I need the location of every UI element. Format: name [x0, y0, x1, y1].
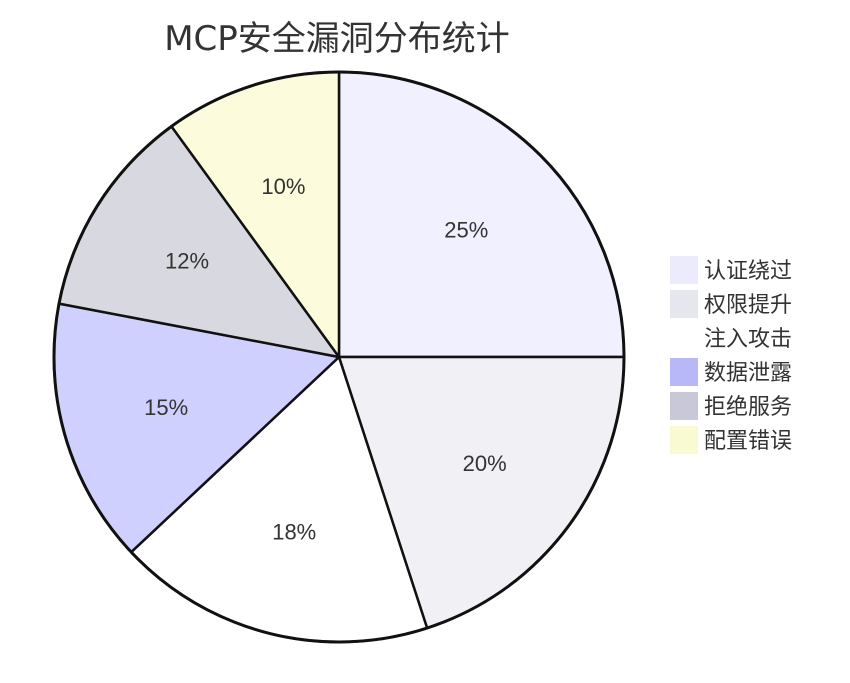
slice-value-label: 10%: [261, 174, 305, 199]
legend-label: 注入攻击: [704, 327, 792, 352]
slice-value-label: 25%: [444, 218, 488, 243]
legend-swatch: [670, 256, 698, 284]
slice-value-label: 12%: [165, 249, 209, 274]
pie-slice-1: [337, 70, 626, 359]
pie-outline: [52, 70, 626, 644]
legend-label: 拒绝服务: [704, 395, 792, 420]
pie-border: [52, 70, 626, 644]
legend-swatch: [670, 290, 698, 318]
legend-label: 配置错误: [704, 429, 792, 454]
legend-swatch: [670, 358, 698, 386]
slice-labels: 25% 20% 18% 15% 12% 10%: [144, 174, 507, 545]
legend-swatch: [670, 392, 698, 420]
legend-swatch: [670, 324, 698, 352]
pie-slices: [52, 70, 626, 644]
legend-label: 认证绕过: [704, 259, 792, 284]
legend-swatch: [670, 426, 698, 454]
legend-label: 权限提升: [704, 293, 792, 318]
chart-title: MCP安全漏洞分布统计: [164, 19, 510, 59]
slice-value-label: 20%: [463, 451, 507, 476]
slice-value-label: 15%: [144, 395, 188, 420]
legend-label: 数据泄露: [704, 361, 792, 386]
slice-value-label: 18%: [272, 519, 316, 544]
